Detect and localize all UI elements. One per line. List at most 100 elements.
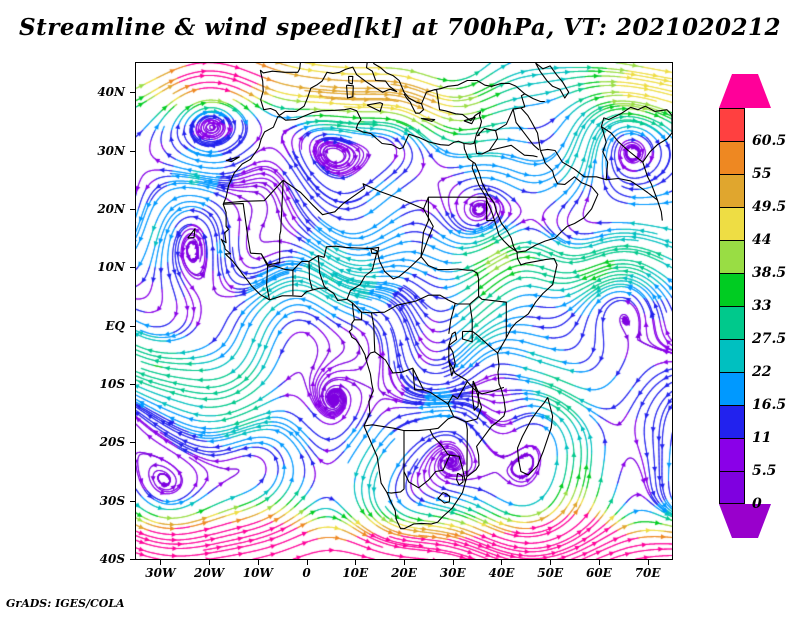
x-axis-tick-label: 0	[302, 566, 311, 580]
map-boundary-path	[279, 180, 284, 236]
map-boundary-path	[478, 295, 507, 338]
map-boundary-path	[250, 245, 371, 271]
map-boundary-path	[225, 156, 240, 163]
x-axis-tick	[501, 560, 503, 565]
colorbar-band	[719, 108, 745, 141]
map-boundary-path	[471, 380, 480, 411]
map-boundary-path	[474, 141, 478, 154]
map-boundary-path	[345, 84, 354, 99]
y-axis-tick	[130, 267, 135, 269]
map-boundary-path	[223, 203, 252, 254]
map-boundary-path	[476, 130, 499, 155]
map-boundary-path	[259, 63, 301, 74]
map-boundary-path	[466, 381, 505, 395]
y-axis-tick	[130, 383, 135, 385]
colorbar-tick-label: 0	[752, 496, 762, 512]
colorbar-under-arrow	[719, 504, 771, 538]
colorbar-tick-label: 33	[752, 298, 772, 314]
map-boundary-path	[600, 106, 639, 180]
x-axis-tick	[647, 560, 649, 565]
map-boundary-path	[308, 261, 313, 291]
x-axis-tick-label: 10W	[242, 566, 273, 580]
x-axis-tick-label: 20E	[391, 566, 417, 580]
y-axis-tick-label: 30N	[97, 143, 125, 158]
map-boundary-path	[259, 63, 425, 117]
colorbar-tick-label: 22	[752, 364, 772, 380]
map-boundary-path	[370, 208, 434, 280]
map-boundary-path	[187, 228, 196, 239]
map-boundary-path	[317, 255, 327, 289]
colorbar-band	[719, 471, 745, 504]
y-axis-tick-label: 20S	[99, 435, 125, 450]
colorbar-band	[719, 240, 745, 273]
x-axis-tick	[355, 560, 357, 565]
map-boundary-path	[465, 380, 483, 423]
colorbar-band	[719, 339, 745, 372]
map-boundary-path	[448, 331, 458, 346]
colorbar-band	[719, 141, 745, 174]
map-boundary-path	[351, 278, 480, 314]
map-boundary-path	[535, 63, 570, 99]
colorbar-tick-label: 27.5	[752, 331, 787, 347]
footer-credit: GrADS: IGES/COLA	[6, 597, 125, 610]
map-boundary-path	[370, 312, 468, 477]
x-axis-tick	[404, 560, 405, 565]
y-axis-tick-label: 40S	[99, 552, 125, 566]
x-axis-tick	[209, 560, 211, 565]
y-axis-tick	[130, 500, 135, 502]
colorbar-tick-label: 49.5	[752, 199, 787, 215]
x-axis-tick-label: 10E	[342, 566, 369, 580]
x-axis-tick-label: 40E	[488, 566, 515, 580]
map-boundary-path	[220, 89, 558, 530]
y-axis-tick	[130, 559, 135, 560]
map-boundary-path	[366, 102, 384, 112]
map-boundary-path	[420, 79, 517, 105]
map-boundary-path	[412, 368, 424, 391]
map-boundary-path	[642, 132, 672, 163]
map-boundary-path	[471, 330, 498, 354]
colorbar	[719, 108, 745, 504]
map-boundary-path	[463, 116, 476, 125]
y-axis-tick-label: EQ	[105, 318, 125, 333]
y-axis-tick	[130, 325, 135, 327]
map-boundary-path	[485, 197, 495, 222]
map-boundary-path	[429, 429, 466, 483]
y-axis-tick	[130, 442, 135, 444]
map-boundary-path	[420, 117, 436, 122]
map-boundary-path	[461, 330, 473, 343]
map-plot-area	[135, 62, 673, 560]
map-boundary-path	[223, 179, 487, 216]
map-boundary-path	[516, 397, 554, 476]
y-axis-tick	[130, 92, 135, 94]
map-boundary-path	[524, 93, 545, 103]
map-boundary-path	[517, 150, 599, 253]
map-boundary-path	[489, 144, 538, 158]
colorbar-over-arrow	[719, 74, 771, 108]
x-axis-tick	[598, 560, 600, 565]
colorbar-band	[719, 207, 745, 240]
map-boundary-path	[403, 454, 451, 489]
y-axis-tick-label: 30S	[99, 493, 125, 508]
map-boundary-path	[637, 105, 668, 112]
colorbar-band	[719, 306, 745, 339]
colorbar-tick-label: 5.5	[752, 463, 777, 479]
map-boundary-path	[266, 266, 271, 301]
x-axis-tick-label: 60E	[585, 566, 612, 580]
colorbar-tick-label: 38.5	[752, 265, 787, 281]
map-boundary-path	[347, 75, 354, 85]
map-boundary-path	[354, 312, 363, 321]
map-boundary-path	[512, 108, 540, 151]
page-title: Streamline & wind speed[kt] at 700hPa, V…	[19, 14, 781, 41]
colorbar-tick-label: 11	[752, 430, 772, 446]
colorbar-band	[719, 405, 745, 438]
map-coastlines	[187, 63, 672, 530]
colorbar-tick-label: 60.5	[752, 133, 787, 149]
colorbar-band	[719, 372, 745, 405]
y-axis-tick	[130, 150, 135, 152]
x-axis-tick-label: 70E	[634, 566, 661, 580]
map-boundary-path	[420, 256, 480, 280]
map-boundary-path	[515, 85, 526, 109]
map-boundary-path	[666, 109, 672, 133]
y-axis-tick-label: 10S	[99, 376, 125, 391]
map-boundary-path	[476, 134, 481, 137]
